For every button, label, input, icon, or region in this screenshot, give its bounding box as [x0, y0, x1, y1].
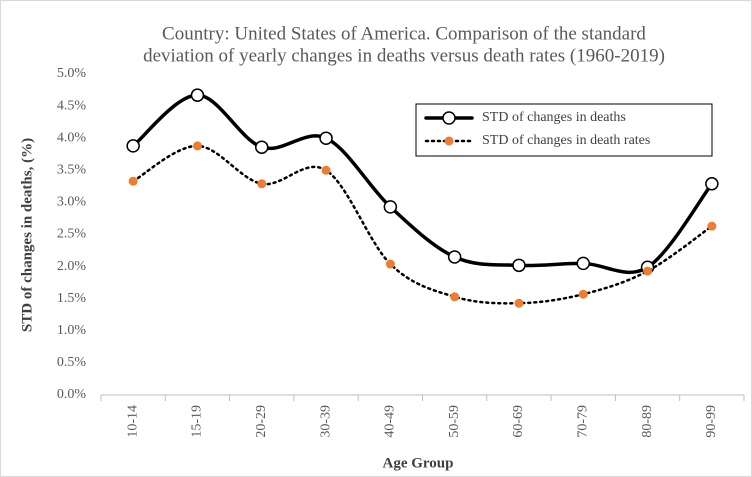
marker	[192, 141, 202, 151]
legend-box	[415, 103, 713, 157]
x-tick-label: 70-79	[575, 405, 590, 438]
marker	[447, 250, 462, 264]
marker	[319, 131, 333, 145]
y-tick-label: 1.5%	[57, 291, 87, 306]
marker	[128, 176, 138, 186]
marker	[707, 221, 717, 231]
y-axis-label: STD of changes in deaths, (%)	[19, 138, 35, 332]
series-line	[131, 144, 714, 305]
x-tick-label: 30-39	[318, 405, 333, 438]
marker	[126, 139, 140, 153]
y-tick-label: 0.5%	[57, 355, 87, 370]
legend-label: STD of changes in death rates	[482, 133, 650, 148]
marker	[643, 266, 653, 276]
marker	[321, 165, 331, 175]
y-tick-label: 3.5%	[57, 163, 87, 178]
marker	[255, 140, 269, 154]
marker	[190, 88, 205, 102]
marker	[578, 289, 588, 299]
marker	[705, 177, 719, 191]
x-tick-label: 80-89	[640, 405, 655, 438]
x-tick-label: 40-49	[383, 405, 398, 438]
series-line	[131, 93, 714, 274]
marker	[514, 298, 524, 308]
x-tick-label: 90-99	[704, 405, 719, 438]
marker	[512, 258, 526, 273]
y-tick-label: 4.0%	[57, 130, 87, 145]
x-tick-label: 10-14	[125, 405, 140, 438]
y-tick-label: 2.0%	[57, 259, 87, 274]
marker	[383, 200, 398, 214]
legend-label: STD of changes in deaths	[482, 110, 626, 125]
y-tick-label: 4.5%	[57, 98, 87, 113]
x-tick-label: 60-69	[511, 405, 526, 438]
legend-marker	[442, 111, 456, 125]
x-tick-label: 20-29	[254, 405, 269, 438]
marker	[257, 179, 267, 189]
chart-title: deviation of yearly changes in deaths ve…	[143, 45, 665, 66]
chart-title: Country: United States of America. Compa…	[162, 23, 646, 44]
y-tick-label: 0.0%	[57, 387, 87, 402]
x-axis-label: Age Group	[383, 455, 454, 471]
y-tick-label: 1.0%	[57, 323, 87, 338]
legend-marker	[444, 136, 454, 146]
marker	[385, 259, 395, 269]
marker	[450, 292, 460, 302]
x-tick-label: 50-59	[447, 405, 462, 438]
y-tick-label: 3.0%	[57, 195, 87, 210]
marker	[576, 256, 590, 271]
y-tick-label: 2.5%	[57, 227, 87, 242]
y-tick-label: 5.0%	[57, 66, 87, 81]
x-tick-label: 15-19	[190, 405, 205, 438]
